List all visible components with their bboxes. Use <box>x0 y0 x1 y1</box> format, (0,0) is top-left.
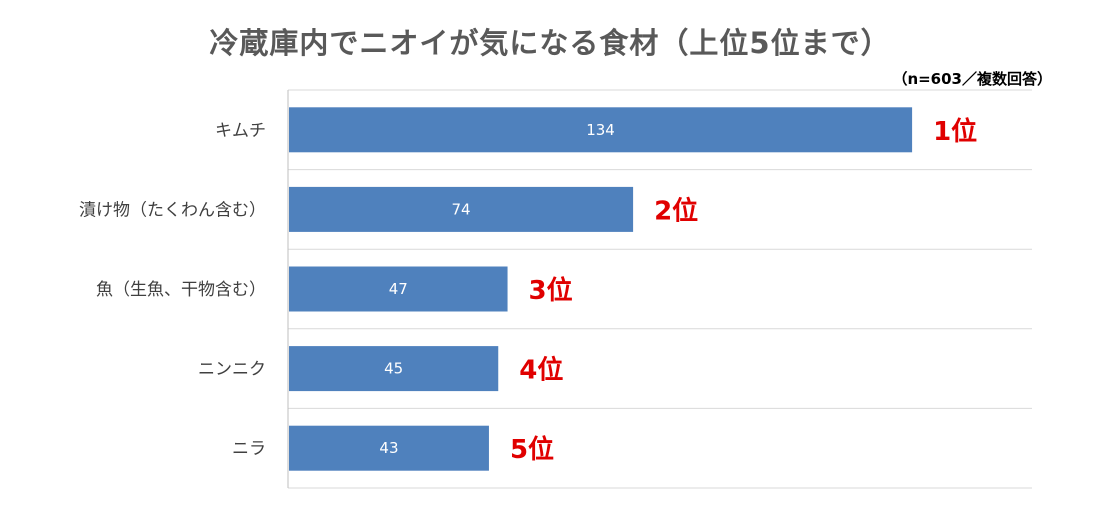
data-label: 47 <box>389 280 408 298</box>
rank-annotation: 5位 <box>510 434 554 465</box>
data-label: 43 <box>379 439 398 457</box>
bar <box>289 266 508 312</box>
category-label: ニンニク <box>198 360 266 380</box>
data-label: 74 <box>452 200 471 218</box>
data-label: 45 <box>384 360 403 378</box>
rank-annotation: 4位 <box>519 355 563 386</box>
category-label: ニラ <box>232 439 266 459</box>
chart-title: 冷蔵庫内でニオイが気になる食材（上位5位まで） <box>209 26 891 60</box>
rank-annotation: 1位 <box>933 116 977 147</box>
category-label: キムチ <box>215 121 266 141</box>
bar <box>289 346 499 392</box>
category-label: 魚（生魚、干物含む） <box>96 280 266 300</box>
bar <box>289 107 913 153</box>
data-label: 134 <box>586 121 615 139</box>
category-label: 漬け物（たくわん含む） <box>79 200 266 220</box>
rank-annotation: 3位 <box>529 275 573 306</box>
bar <box>289 425 489 471</box>
rank-annotation: 2位 <box>654 195 698 226</box>
bar <box>289 186 634 232</box>
chart-subtitle: （n=603／複数回答） <box>892 70 1052 88</box>
